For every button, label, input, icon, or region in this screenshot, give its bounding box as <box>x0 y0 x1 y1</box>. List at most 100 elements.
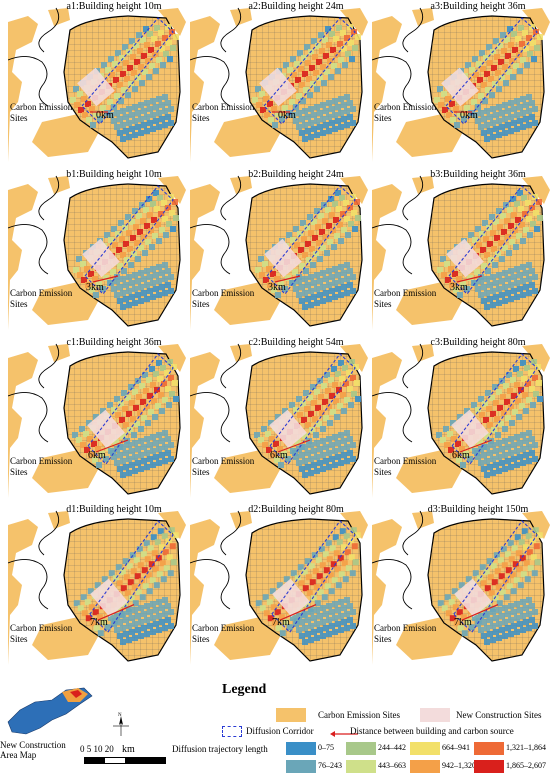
distance-label: 7km <box>90 617 108 628</box>
diffusion-corridor-label: Diffusion Corridor <box>246 726 314 736</box>
panel-title: d2:Building height 80m <box>248 504 344 515</box>
carbon-site-label: Carbon Emission Sites <box>10 456 73 477</box>
construction-site <box>272 578 310 618</box>
trajectory-title: Diffusion trajectory length <box>172 744 268 754</box>
panel-title: b2:Building height 24m <box>248 169 344 180</box>
construction-sites-swatch <box>420 708 450 722</box>
panel-title: c2:Building height 54m <box>248 337 344 348</box>
diffusion-corridor <box>263 17 356 125</box>
carbon-site-label: Carbon Emission Sites <box>10 288 73 309</box>
distance-label: 7km <box>272 617 290 628</box>
panel-title: a3:Building height 36m <box>430 1 526 12</box>
trajectory-class-label: 664–941 <box>442 743 470 752</box>
north-arrow-icon: N <box>110 710 132 740</box>
construction-site <box>82 238 120 278</box>
map-panel-c1: c1:Building height 36m Carbon Emission S… <box>8 337 188 503</box>
trajectory-class-label: 1,321–1,864 <box>506 743 546 752</box>
diffusion-corridor <box>448 185 538 295</box>
map-panel-a3: a3:Building height 36m Carbon Emission S… <box>372 1 550 167</box>
diffusion-corridor-swatch <box>222 726 242 737</box>
map-panel-c3: c3:Building height 80m Carbon Emission S… <box>372 337 550 503</box>
distance-label: 6km <box>270 450 288 461</box>
construction-sites-label: New Construction Sites <box>456 710 542 720</box>
map-svg <box>8 175 186 330</box>
carbon-site-label: Carbon Emission Sites <box>374 456 437 477</box>
map-svg <box>190 7 368 162</box>
distance-label: 0km <box>278 110 296 121</box>
trajectory-swatch <box>410 742 440 755</box>
map-svg <box>8 510 186 665</box>
construction-site <box>269 409 307 449</box>
trajectory-swatch <box>410 760 440 773</box>
scale-numbers: 0 5 10 20 km <box>80 744 135 755</box>
distance-label: 3km <box>86 282 104 293</box>
diffusion-corridor <box>87 353 174 465</box>
trajectory-class-label: 76–243 <box>318 761 342 770</box>
distance-label: 6km <box>452 450 470 461</box>
trajectory-class-label: 443–663 <box>378 761 406 770</box>
diffusion-corridor <box>445 17 538 125</box>
trajectory-swatch <box>474 742 504 755</box>
construction-site <box>90 578 128 618</box>
diffusion-corridor <box>453 520 538 634</box>
map-panel-b3: b3:Building height 36m Carbon Emission S… <box>372 169 550 335</box>
map-panel-b2: b2:Building height 24m Carbon Emission S… <box>190 169 370 335</box>
distance-label: Distance between building and carbon sou… <box>350 726 514 736</box>
diffusion-corridor <box>266 185 356 295</box>
map-svg <box>372 343 550 498</box>
construction-site <box>264 238 302 278</box>
trajectory-swatch <box>286 742 316 755</box>
map-panel-d1: d1:Building height 10m Carbon Emission S… <box>8 504 188 670</box>
trajectory-swatch <box>286 760 316 773</box>
diffusion-corridor <box>451 353 538 465</box>
scale-values: 0 5 10 20 <box>80 744 114 754</box>
distance-label: 3km <box>450 282 468 293</box>
map-svg <box>372 175 550 330</box>
trajectory-swatch <box>346 742 376 755</box>
carbon-site-label: Carbon Emission Sites <box>374 623 437 644</box>
inset-map-shape <box>7 687 93 735</box>
distance-label: 0km <box>460 110 478 121</box>
inset-label: New Construction Area Map <box>0 740 66 760</box>
panel-title: d3:Building height 150m <box>427 504 529 515</box>
map-panel-a2: a2:Building height 24m Carbon Emission S… <box>190 1 370 167</box>
carbon-site-label: Carbon Emission Sites <box>10 102 73 123</box>
construction-site <box>451 409 489 449</box>
trajectory-class-label: 1,865–2,607 <box>506 761 546 770</box>
map-svg <box>190 343 368 498</box>
diffusion-corridor <box>81 17 174 125</box>
legend-title: Legend <box>222 682 267 697</box>
map-svg <box>372 7 550 162</box>
trajectory-class-label: 942–1,320 <box>442 761 476 770</box>
construction-site <box>259 67 297 107</box>
carbon-sites-label: Carbon Emission Sites <box>318 710 401 720</box>
carbon-site-label: Carbon Emission Sites <box>192 456 255 477</box>
trajectory-swatch <box>474 760 504 773</box>
carbon-site-label: Carbon Emission Sites <box>192 288 255 309</box>
map-svg <box>8 343 186 498</box>
carbon-site-label: Carbon Emission Sites <box>192 102 255 123</box>
construction-site <box>77 67 115 107</box>
panel-title: c3:Building height 80m <box>430 337 526 348</box>
carbon-site-label: Carbon Emission Sites <box>374 288 437 309</box>
map-svg <box>372 510 550 665</box>
construction-site <box>454 578 492 618</box>
carbon-site-label: Carbon Emission Sites <box>10 623 73 644</box>
scale-unit: km <box>122 744 135 755</box>
carbon-sites-swatch <box>276 708 306 722</box>
diffusion-corridor <box>84 185 174 295</box>
panel-title: a1:Building height 10m <box>66 1 162 12</box>
map-panel-d3: d3:Building height 150m Carbon Emission … <box>372 504 550 670</box>
distance-label: 6km <box>88 450 106 461</box>
map-panel-d2: d2:Building height 80m Carbon Emission S… <box>190 504 370 670</box>
diffusion-corridor <box>89 520 174 634</box>
construction-site <box>87 409 125 449</box>
map-panel-a1: a1:Building height 10m Carbon Emission S… <box>8 1 188 167</box>
carbon-site-label: Carbon Emission Sites <box>374 102 437 123</box>
distance-label: 0km <box>96 110 114 121</box>
trajectory-class-label: 0–75 <box>318 743 334 752</box>
carbon-site-label: Carbon Emission Sites <box>192 623 255 644</box>
panel-title: b1:Building height 10m <box>66 169 162 180</box>
map-panel-b1: b1:Building height 10m Carbon Emission S… <box>8 169 188 335</box>
map-svg <box>8 7 186 162</box>
